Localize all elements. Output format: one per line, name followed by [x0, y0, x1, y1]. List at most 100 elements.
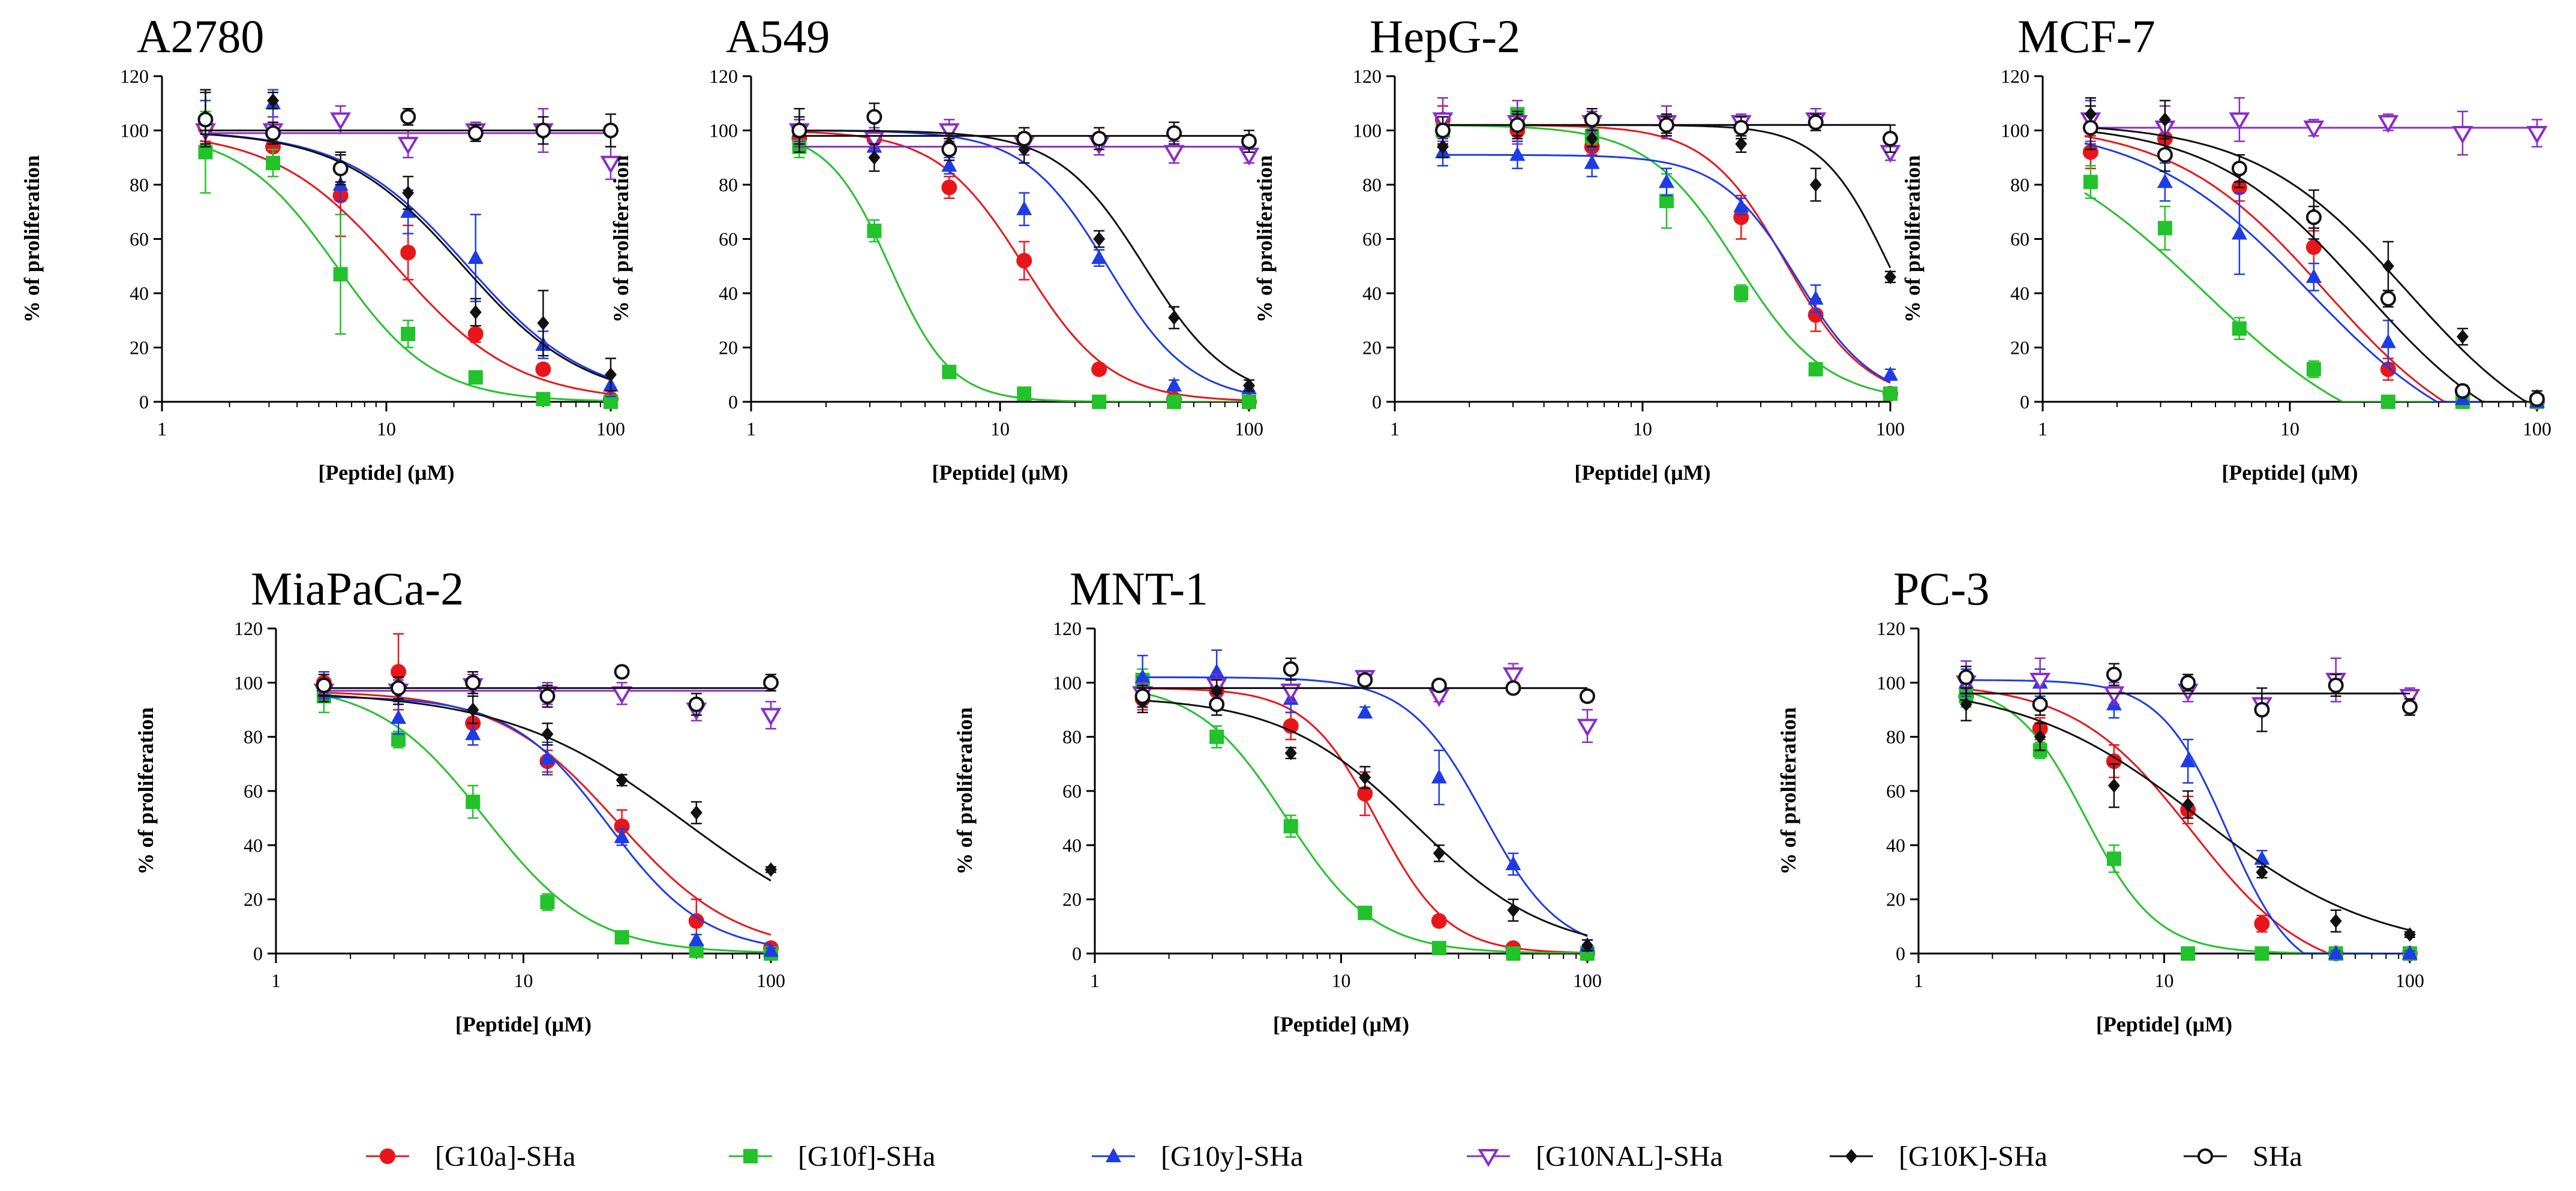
legend-label: [G10y]-SHa: [1161, 1141, 1303, 1172]
data-point: [605, 367, 617, 382]
y-tick-label: 40: [2010, 282, 2029, 304]
panel-title: A549: [726, 10, 830, 62]
legend-marker: [743, 1149, 758, 1163]
data-point: [2107, 778, 2120, 793]
data-point: [1883, 386, 1898, 401]
y-tick-label: 60: [1886, 780, 1905, 802]
data-point: [1134, 688, 1151, 704]
data-point: [1433, 846, 1445, 861]
y-tick-label: 100: [709, 120, 738, 142]
data-point: [2231, 225, 2247, 240]
legend-marker: [1478, 1149, 1499, 1167]
fit-curve: [2084, 135, 2537, 402]
data-point: [1509, 146, 1526, 161]
y-tick-label: 20: [719, 337, 738, 359]
y-tick-label: 120: [1053, 618, 1082, 639]
data-point: [1505, 680, 1521, 696]
series-g10nal: [2080, 97, 2548, 156]
data-point: [1960, 697, 1972, 712]
data-point: [540, 895, 555, 910]
x-tick-label: 1: [157, 418, 167, 440]
data-point: [2029, 672, 2051, 691]
data-point: [2380, 395, 2395, 409]
data-point: [688, 931, 704, 946]
x-axis-label: [Peptide] (μM): [1574, 461, 1710, 485]
y-tick-label: 0: [1372, 391, 1382, 413]
data-point: [690, 805, 702, 820]
series-g10y: [1435, 137, 1898, 383]
x-tick-label: 1: [1090, 970, 1100, 991]
data-point: [1283, 819, 1298, 834]
data-point: [539, 750, 556, 765]
data-point: [2404, 927, 2416, 942]
data-point: [1505, 855, 1521, 870]
data-point: [400, 203, 416, 218]
data-point: [2034, 729, 2046, 744]
x-tick-label: 100: [2523, 418, 2551, 440]
data-point: [535, 361, 551, 377]
data-point: [1809, 178, 1822, 192]
y-tick-label: 0: [2020, 391, 2029, 413]
data-point: [539, 688, 556, 704]
data-point: [1091, 361, 1107, 377]
data-point: [2402, 699, 2418, 715]
data-point: [1358, 906, 1373, 921]
data-point: [1243, 378, 1255, 393]
data-point: [1357, 672, 1373, 688]
y-tick-label: 80: [244, 726, 263, 748]
data-point: [468, 370, 483, 385]
data-point: [1241, 133, 1257, 149]
y-tick-label: 100: [1877, 672, 1905, 693]
data-point: [397, 137, 419, 155]
panel-title: PC-3: [1893, 563, 1989, 615]
fit-curve: [1136, 699, 1588, 937]
data-point: [1211, 683, 1223, 698]
data-point: [614, 664, 630, 680]
y-tick-label: 60: [244, 780, 263, 802]
data-point: [2103, 686, 2125, 705]
fit-curve: [2084, 142, 2537, 402]
y-tick-label: 120: [709, 65, 738, 87]
data-point: [2256, 865, 2268, 880]
y-tick-label: 20: [1362, 337, 1382, 359]
y-tick-label: 60: [130, 228, 149, 250]
data-point: [469, 305, 482, 320]
data-point: [2254, 946, 2269, 961]
y-tick-label: 0: [253, 943, 263, 964]
data-point: [791, 122, 807, 139]
data-point: [600, 155, 622, 174]
data-point: [1659, 173, 1675, 188]
y-tick-label: 0: [1072, 943, 1082, 964]
data-point: [1283, 661, 1299, 677]
data-point: [1431, 940, 1446, 955]
series-sha: [316, 664, 779, 716]
data-point: [1506, 946, 1521, 961]
data-point: [316, 677, 332, 693]
data-point: [1016, 131, 1032, 147]
y-tick-label: 0: [728, 391, 738, 413]
x-tick-label: 100: [756, 970, 785, 991]
data-point: [2254, 702, 2270, 718]
data-point: [1586, 131, 1598, 146]
data-point: [2182, 797, 2194, 812]
data-point: [467, 249, 484, 264]
x-tick-label: 100: [596, 418, 625, 440]
data-point: [400, 245, 416, 261]
y-tick-label: 120: [1353, 65, 1382, 87]
x-tick-label: 100: [2395, 970, 2424, 991]
fit-curve: [1960, 687, 2410, 954]
y-tick-label: 20: [244, 889, 263, 910]
data-point: [1581, 938, 1593, 953]
data-point: [616, 772, 628, 787]
y-tick-label: 40: [130, 282, 149, 304]
data-point: [2380, 291, 2396, 307]
data-point: [333, 267, 348, 282]
data-point: [1016, 200, 1032, 215]
y-tick-label: 0: [139, 391, 149, 413]
data-point: [2157, 147, 2173, 163]
